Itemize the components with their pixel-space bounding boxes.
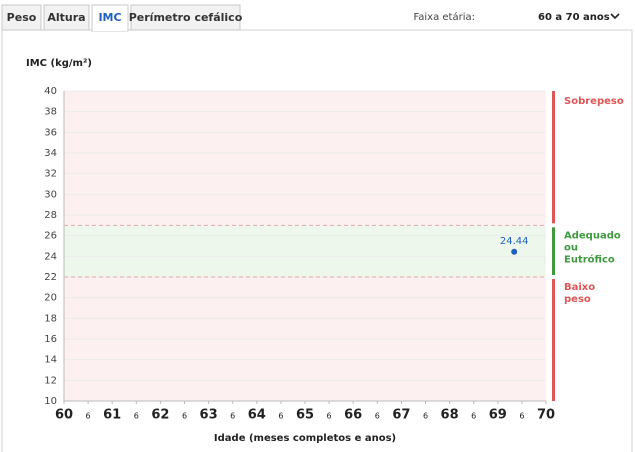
y-tick-label: 26	[44, 231, 57, 242]
y-tick-label: 20	[44, 293, 57, 304]
x-tick-label: 6	[86, 412, 91, 421]
x-tick-label: 6	[278, 412, 283, 421]
band-label: Adequado ou Eutrófico	[564, 230, 621, 265]
x-tick-label: 67	[392, 408, 410, 423]
x-tick-label: 65	[296, 408, 314, 423]
y-tick-label: 38	[44, 107, 57, 118]
y-tick-label: 34	[44, 148, 57, 159]
band-fill	[64, 91, 546, 226]
y-tick-label: 12	[44, 375, 57, 386]
tab[interactable]	[43, 4, 90, 31]
y-tick-label: 22	[44, 272, 57, 283]
y-tick-label: 10	[44, 396, 57, 407]
x-tick-label: 6	[471, 412, 476, 421]
tab[interactable]	[1, 4, 42, 31]
data-label: 24.44	[500, 236, 529, 247]
y-axis-label: IMC (kg/m²)	[26, 58, 92, 69]
tab-label[interactable]: Peso	[7, 11, 37, 24]
y-tick-label: 40	[44, 86, 57, 97]
band-label: Sobrepeso	[564, 96, 624, 107]
x-tick-label: 64	[248, 408, 266, 423]
y-tick-label: 28	[44, 210, 57, 221]
x-tick-label: 6	[375, 412, 380, 421]
x-tick-label: 69	[489, 408, 507, 423]
x-tick-label: 6	[327, 412, 332, 421]
y-tick-label: 36	[44, 127, 57, 138]
tab[interactable]	[91, 4, 129, 32]
filter-label: Faixa etária:	[413, 11, 475, 23]
y-tick-label: 16	[44, 334, 57, 345]
band-bar	[552, 279, 555, 401]
chevron[interactable]	[610, 13, 620, 20]
y-tick-label: 24	[44, 251, 57, 262]
band-bar	[552, 227, 555, 275]
x-tick-label: 62	[151, 408, 169, 423]
x-tick-label: 61	[103, 408, 121, 423]
x-tick-label: 6	[230, 412, 235, 421]
x-axis-label: Idade (meses completos e anos)	[214, 433, 396, 444]
tab-label[interactable]: IMC	[98, 11, 121, 24]
data-point	[511, 248, 518, 255]
y-tick-label: 14	[44, 355, 57, 366]
y-tick-label: 18	[44, 313, 57, 324]
x-tick-label: 63	[200, 408, 218, 423]
filter-value[interactable]: 60 a 70 anos	[538, 12, 610, 23]
band-fill	[64, 225, 546, 277]
x-tick-label: 70	[537, 408, 555, 423]
x-tick-label: 60	[55, 408, 73, 423]
x-tick-label: 68	[441, 408, 459, 423]
y-tick-label: 32	[44, 169, 57, 180]
tab-label[interactable]: Perímetro cefálico	[129, 11, 243, 24]
x-tick-label: 66	[344, 408, 362, 423]
x-tick-label: 6	[423, 412, 428, 421]
y-tick-label: 30	[44, 189, 57, 200]
tab[interactable]	[130, 4, 241, 31]
x-tick-label: 6	[134, 412, 139, 421]
tab-label[interactable]: Altura	[47, 11, 85, 24]
x-tick-label: 6	[182, 412, 187, 421]
band-bar	[552, 91, 555, 224]
band-label: Baixo peso	[564, 282, 595, 305]
x-tick-label: 6	[519, 412, 524, 421]
